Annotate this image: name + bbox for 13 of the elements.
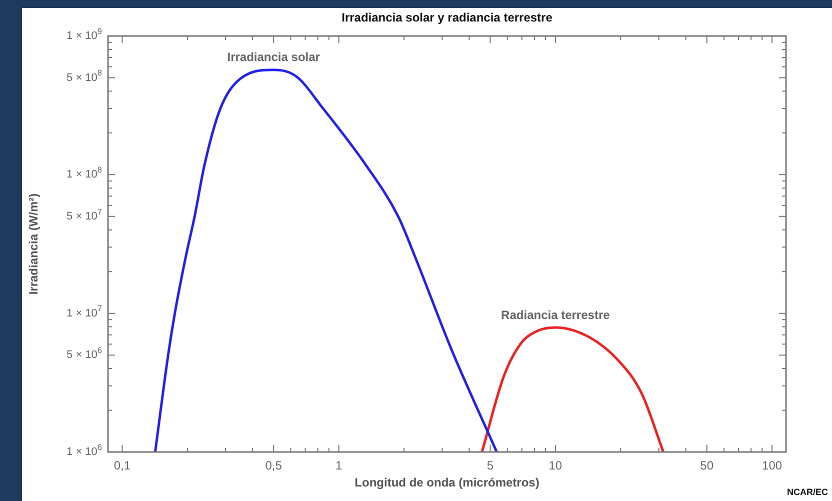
chart-title: Irradiancia solar y radiancia terrestre: [342, 10, 553, 24]
x-tick-label: 0,1: [114, 458, 131, 472]
x-axis-title: Longitud de onda (micrómetros): [354, 475, 540, 490]
x-tick-label: 50: [700, 458, 714, 472]
x-tick-label: 0,5: [265, 458, 282, 472]
series-label: Irradiancia solar: [227, 50, 320, 64]
series-label: Radiancia terrestre: [501, 308, 610, 322]
x-tick-label: 10: [548, 458, 562, 472]
text: NCAR/EC: [786, 486, 828, 497]
x-tick-label: 100: [762, 458, 782, 472]
x-tick-label: 1: [335, 458, 342, 472]
y-axis-title: Irradiancia (W/m²): [26, 193, 40, 295]
x-tick-label: 5: [486, 458, 494, 472]
